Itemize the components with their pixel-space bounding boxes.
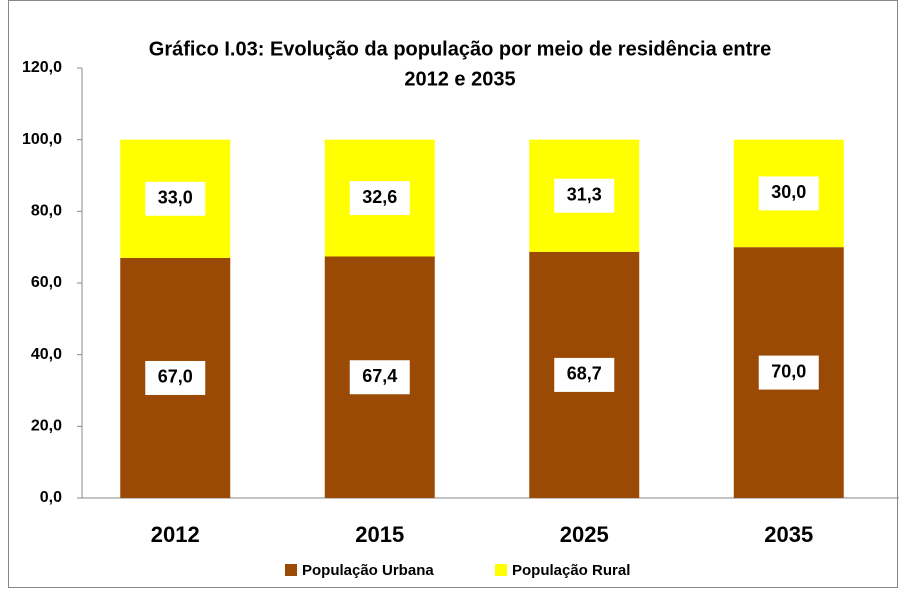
y-tick-label: 20,0 — [31, 418, 62, 435]
value-label: 30,0 — [771, 182, 806, 202]
y-tick-label: 40,0 — [31, 346, 62, 363]
value-label-box — [349, 181, 410, 216]
y-tick-label: 80,0 — [31, 203, 62, 220]
value-label: 31,3 — [567, 184, 602, 204]
chart-title: 2012 e 2035 — [404, 68, 515, 90]
value-label-box — [145, 181, 206, 216]
y-tick-label: 60,0 — [31, 274, 62, 291]
value-label-box — [145, 360, 206, 395]
legend-label: População Rural — [512, 562, 630, 579]
legend-swatch — [285, 564, 297, 576]
value-label: 33,0 — [158, 188, 193, 208]
y-tick-label: 120,0 — [22, 59, 62, 76]
y-tick-label: 100,0 — [22, 131, 62, 148]
x-tick-label: 2025 — [560, 522, 609, 547]
chart-frame — [8, 0, 898, 588]
value-label: 32,6 — [362, 187, 397, 207]
value-label: 67,4 — [362, 366, 397, 386]
x-tick-label: 2015 — [355, 522, 404, 547]
value-label-box — [554, 178, 615, 213]
value-label-box — [758, 355, 819, 390]
value-label: 67,0 — [158, 367, 193, 387]
x-tick-label: 2012 — [151, 522, 200, 547]
value-label-box — [554, 357, 615, 392]
legend-swatch — [495, 564, 507, 576]
y-tick-label: 0,0 — [40, 489, 62, 506]
value-label: 70,0 — [771, 361, 806, 381]
legend-label: População Urbana — [302, 562, 434, 579]
x-tick-label: 2035 — [764, 522, 813, 547]
value-label: 68,7 — [567, 364, 602, 384]
value-label-box — [349, 360, 410, 395]
chart-title: Gráfico I.03: Evolução da população por … — [149, 38, 771, 60]
value-label-box — [758, 176, 819, 211]
